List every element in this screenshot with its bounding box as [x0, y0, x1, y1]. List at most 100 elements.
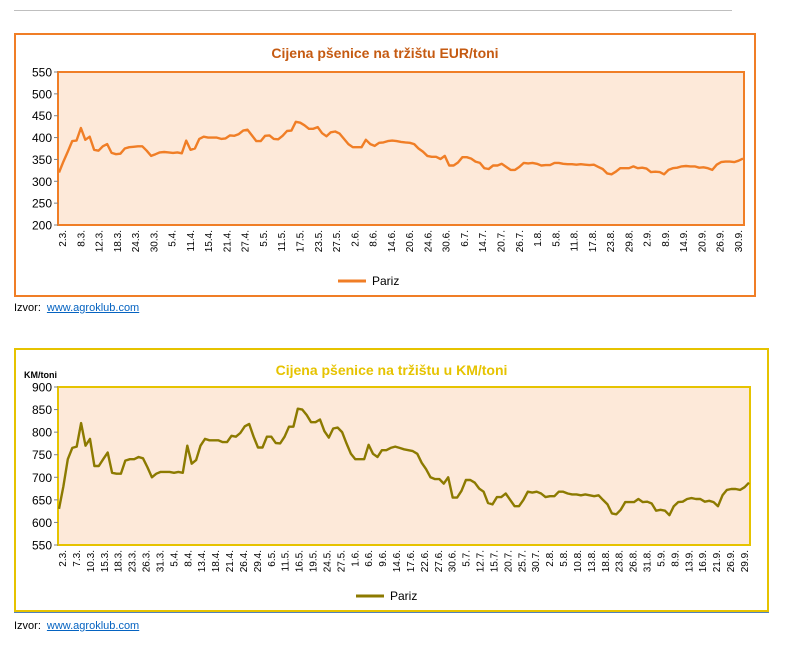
km-x-tick-label: 9.6. — [378, 550, 389, 567]
km-x-tick-label: 21.9. — [712, 550, 723, 572]
km-x-tick-label: 31.3. — [155, 550, 166, 572]
eur-x-tick-label: 14.9. — [679, 230, 690, 252]
km-x-tick-label: 17.6. — [406, 550, 417, 572]
km-x-tick-label: 24.5. — [322, 550, 333, 572]
km-x-tick-label: 30.6. — [448, 550, 459, 572]
eur-x-tick-label: 26.7. — [515, 230, 526, 252]
km-x-tick-label: 15.3. — [100, 550, 111, 572]
km-y-tick-label: 900 — [32, 381, 52, 395]
top-divider — [14, 10, 732, 11]
km-x-tick-label: 19.5. — [309, 550, 320, 572]
eur-x-tick-label: 11.4. — [186, 230, 197, 252]
km-x-tick-label: 10.3. — [86, 550, 97, 572]
eur-x-tick-label: 27.5. — [332, 230, 343, 252]
eur-y-tick-label: 500 — [32, 87, 52, 101]
eur-x-tick-label: 12.3. — [95, 230, 106, 252]
eur-x-tick-label: 5.5. — [259, 230, 270, 247]
km-x-tick-label: 10.8. — [573, 550, 584, 572]
km-x-tick-label: 13.4. — [197, 550, 208, 572]
km-y-tick-label: 550 — [32, 539, 52, 553]
eur-x-tick-label: 8.3. — [76, 230, 87, 247]
eur-x-tick-label: 2.6. — [350, 230, 361, 247]
km-x-tick-label: 15.7. — [489, 550, 500, 572]
eur-y-tick-label: 300 — [32, 175, 52, 189]
km-x-tick-label: 26.8. — [629, 550, 640, 572]
km-x-tick-label: 29.4. — [253, 550, 264, 572]
km-legend-label: Pariz — [390, 589, 417, 603]
km-x-tick-label: 26.9. — [726, 550, 737, 572]
eur-y-tick-label: 200 — [32, 219, 52, 233]
eur-x-tick-label: 11.8. — [570, 230, 581, 252]
km-x-tick-label: 23.3. — [128, 550, 139, 572]
km-y-tick-label: 700 — [32, 471, 52, 485]
km-x-tick-label: 5.7. — [462, 550, 473, 567]
eur-y-tick-label: 400 — [32, 131, 52, 145]
km-x-tick-label: 7.3. — [72, 550, 83, 567]
eur-y-tick-label: 550 — [32, 66, 52, 80]
km-x-tick-label: 26.3. — [142, 550, 153, 572]
km-x-tick-label: 27.6. — [434, 550, 445, 572]
eur-x-tick-label: 29.8. — [624, 230, 635, 252]
km-x-tick-label: 20.7. — [503, 550, 514, 572]
km-y-tick-label: 750 — [32, 448, 52, 462]
eur-x-tick-label: 1.8. — [533, 230, 544, 247]
km-x-tick-label: 1.6. — [350, 550, 361, 567]
eur-x-tick-label: 2.9. — [643, 230, 654, 247]
source-link[interactable]: www.agroklub.com — [46, 620, 140, 632]
km-x-tick-label: 6.5. — [267, 550, 278, 567]
km-x-tick-label: 6.6. — [364, 550, 375, 567]
km-chart-title: Cijena pšenice na tržištu u KM/toni — [275, 362, 508, 378]
eur-x-tick-label: 20.6. — [405, 230, 416, 252]
km-x-tick-label: 21.4. — [225, 550, 236, 572]
eur-chart-title: Cijena pšenice na tržištu EUR/toni — [271, 45, 499, 61]
eur-series-line-pariz — [57, 120, 744, 176]
eur-x-tick-label: 14.6. — [387, 230, 398, 252]
km-x-tick-label: 14.6. — [392, 550, 403, 572]
km-series-line-pariz — [57, 407, 750, 517]
eur-x-tick-label: 2.3. — [58, 230, 69, 247]
eur-x-tick-label: 14.7. — [478, 230, 489, 252]
km-x-tick-label: 18.4. — [211, 550, 222, 572]
km-y-axis-label: KM/toni — [24, 370, 57, 380]
eur-x-tick-label: 30.9. — [734, 230, 745, 252]
eur-x-tick-label: 17.8. — [588, 230, 599, 252]
km-y-tick-label: 850 — [32, 403, 52, 417]
eur-x-tick-label: 24.3. — [131, 230, 142, 252]
eur-y-tick-label: 450 — [32, 109, 52, 123]
eur-x-tick-label: 23.5. — [314, 230, 325, 252]
km-x-tick-label: 8.4. — [183, 550, 194, 567]
source-link[interactable]: www.agroklub.com — [46, 302, 140, 314]
km-x-tick-label: 18.3. — [114, 550, 125, 572]
km-y-tick-label: 650 — [32, 493, 52, 507]
km-x-tick-label: 2.8. — [545, 550, 556, 567]
eur-x-tick-label: 24.6. — [423, 230, 434, 252]
source-line-2: Izvor: www.agroklub.com — [14, 620, 139, 632]
km-x-tick-label: 30.7. — [531, 550, 542, 572]
km-x-tick-label: 31.8. — [643, 550, 654, 572]
km-x-tick-label: 12.7. — [476, 550, 487, 572]
km-x-tick-label: 26.4. — [239, 550, 250, 572]
km-x-tick-label: 5.9. — [656, 550, 667, 567]
km-x-tick-label: 8.9. — [670, 550, 681, 567]
km-x-tick-label: 16.5. — [295, 550, 306, 572]
eur-x-tick-label: 6.7. — [460, 230, 471, 247]
eur-y-tick-label: 250 — [32, 197, 52, 211]
eur-x-tick-label: 26.9. — [716, 230, 727, 252]
eur-x-tick-label: 21.4. — [222, 230, 233, 252]
eur-plot-area — [57, 71, 745, 226]
eur-x-tick-label: 11.5. — [277, 230, 288, 252]
km-x-tick-label: 18.8. — [601, 550, 612, 572]
km-x-tick-label: 13.8. — [587, 550, 598, 572]
km-y-tick-label: 800 — [32, 426, 52, 440]
km-x-tick-label: 23.8. — [615, 550, 626, 572]
km-x-tick-label: 29.9. — [740, 550, 751, 572]
km-x-tick-label: 2.3. — [58, 550, 69, 567]
eur-y-tick-label: 350 — [32, 153, 52, 167]
eur-x-tick-label: 5.4. — [168, 230, 179, 247]
eur-x-tick-label: 8.9. — [661, 230, 672, 247]
eur-x-tick-label: 17.5. — [296, 230, 307, 252]
eur-x-tick-label: 5.8. — [551, 230, 562, 247]
km-plot-area — [57, 386, 751, 546]
source-label: Izvor: — [14, 620, 41, 632]
